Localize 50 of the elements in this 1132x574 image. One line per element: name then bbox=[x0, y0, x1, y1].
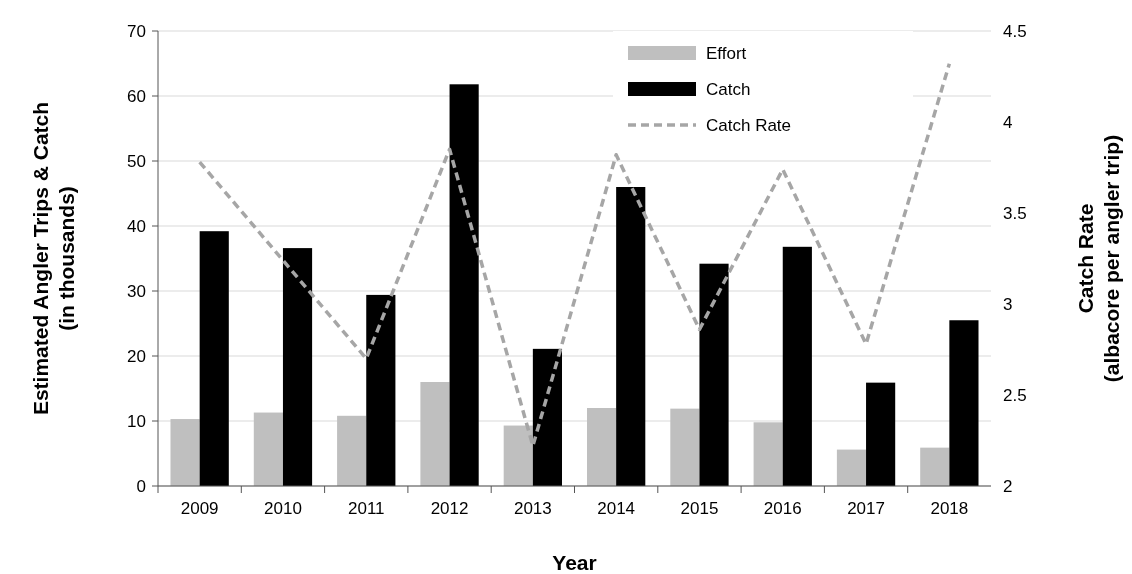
y-tick-label: 60 bbox=[127, 86, 146, 106]
legend-label: Effort bbox=[706, 44, 747, 63]
y2-tick-label: 2.5 bbox=[1003, 385, 1027, 405]
x-tick-label: 2016 bbox=[763, 499, 802, 518]
y-tick-label: 50 bbox=[127, 151, 146, 171]
bar bbox=[753, 422, 783, 486]
y-tick-label: 40 bbox=[127, 216, 146, 236]
y-tick-label: 70 bbox=[127, 21, 146, 41]
bar bbox=[366, 294, 396, 486]
x-tick-label: 2017 bbox=[847, 499, 885, 518]
x-tick-label: 2011 bbox=[347, 499, 385, 518]
y2-tick-label: 3 bbox=[1003, 294, 1013, 314]
bar bbox=[253, 412, 283, 486]
bar bbox=[282, 248, 313, 486]
x-tick-label: 2010 bbox=[264, 499, 302, 518]
legend-label: Catch bbox=[706, 80, 751, 99]
bar bbox=[449, 84, 479, 486]
bar bbox=[532, 348, 563, 486]
legend-label: Catch Rate bbox=[706, 116, 792, 135]
bar bbox=[836, 449, 867, 486]
y-tick-label: 30 bbox=[127, 281, 146, 301]
bar bbox=[503, 425, 533, 486]
bar bbox=[920, 447, 950, 486]
y2-axis-title: Catch Rate (albacore per angler trip) bbox=[1074, 134, 1123, 383]
y2-tick-label: 3.5 bbox=[1003, 203, 1027, 223]
bar bbox=[420, 382, 450, 486]
x-tick-label: 2009 bbox=[180, 499, 219, 518]
bar bbox=[699, 263, 729, 486]
bar bbox=[587, 408, 617, 486]
y2-tick-label: 4.5 bbox=[1003, 21, 1027, 41]
y-axis-title: Estimated Angler Trips & Catch (in thousands) bbox=[29, 101, 78, 416]
y-tick-label: 20 bbox=[127, 346, 146, 366]
bar bbox=[337, 415, 367, 486]
x-tick-label: 2013 bbox=[513, 499, 552, 518]
bar bbox=[866, 382, 896, 486]
bar bbox=[616, 187, 646, 486]
y2-tick-label: 2 bbox=[1003, 476, 1013, 496]
x-tick-label: 2014 bbox=[597, 499, 636, 518]
bar bbox=[199, 231, 229, 486]
x-tick-label: 2012 bbox=[430, 499, 469, 518]
bar bbox=[670, 408, 700, 486]
y2-tick-label: 4 bbox=[1003, 112, 1013, 132]
y-tick-label: 10 bbox=[127, 411, 146, 431]
bar bbox=[170, 419, 200, 486]
x-tick-label: 2015 bbox=[680, 499, 719, 518]
x-tick-label: 2018 bbox=[930, 499, 969, 518]
bar bbox=[949, 320, 979, 486]
x-axis-title: Year bbox=[552, 551, 597, 574]
y-tick-label: 0 bbox=[136, 476, 146, 496]
bar bbox=[782, 246, 812, 486]
